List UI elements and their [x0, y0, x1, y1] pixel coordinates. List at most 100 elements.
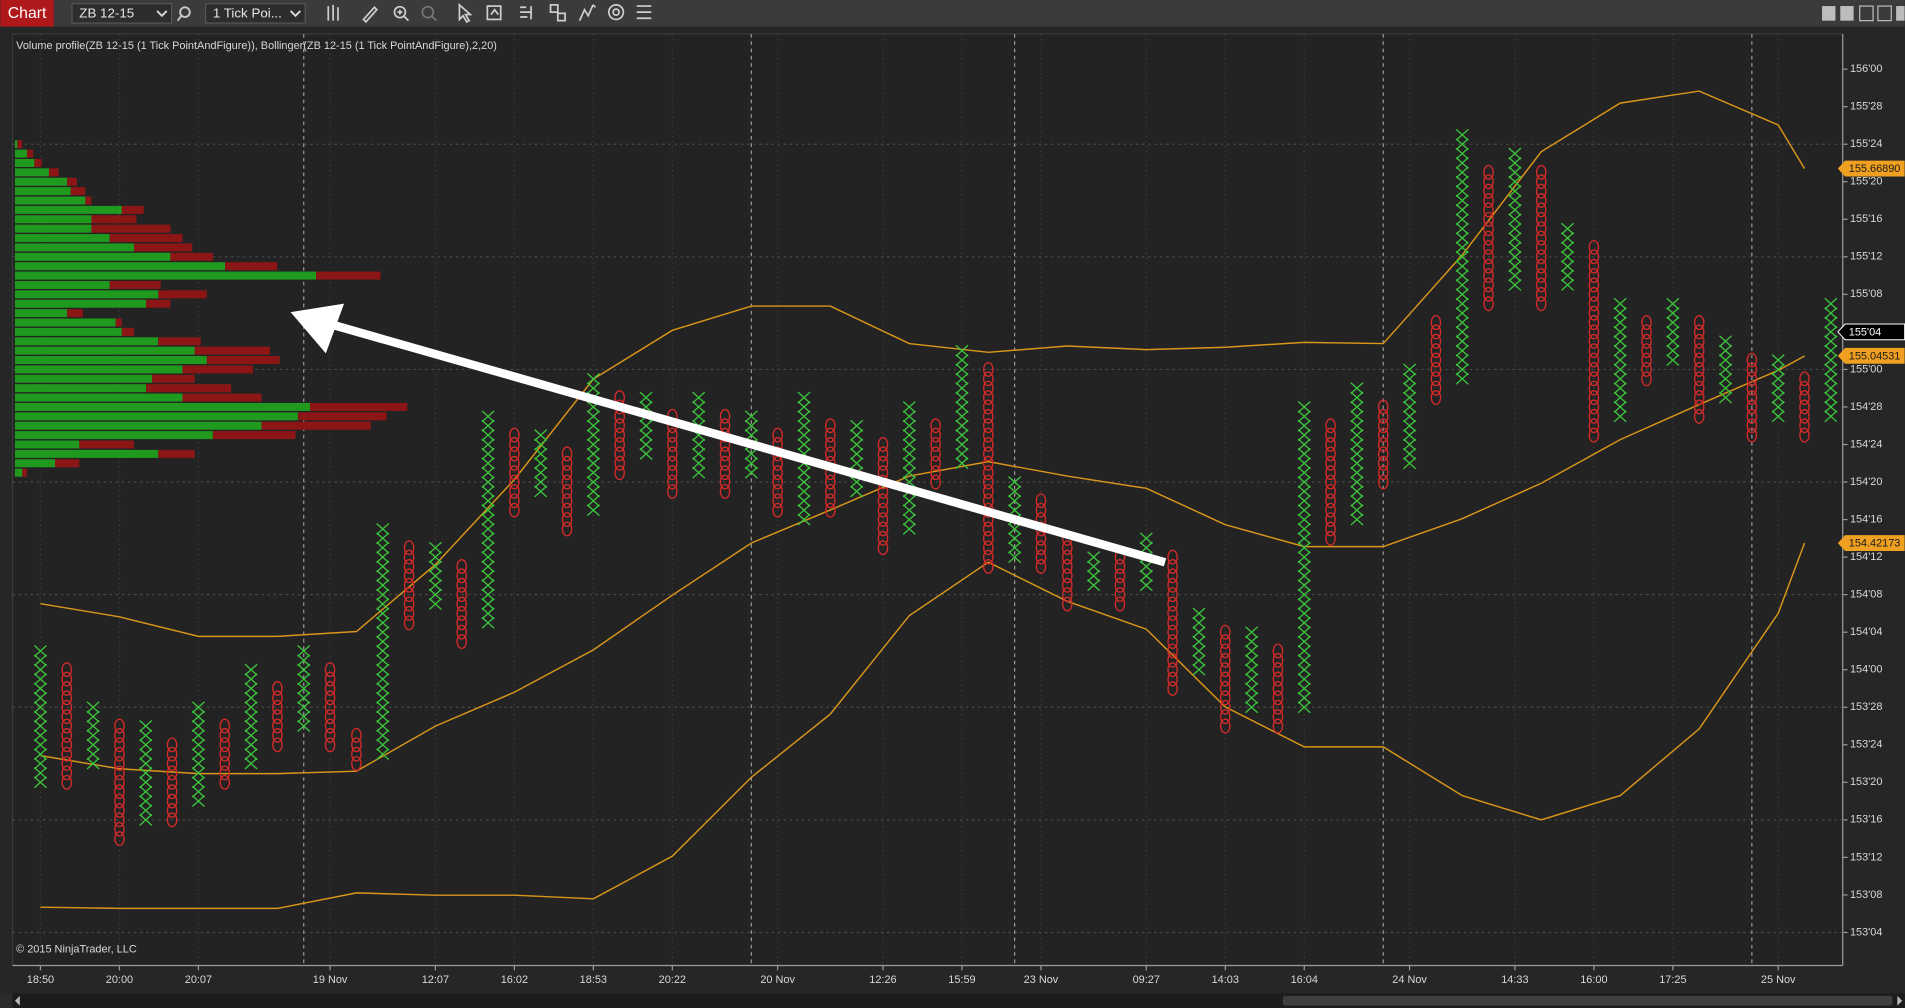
- volume-sell: [91, 224, 171, 233]
- pf-column: [1403, 363, 1417, 470]
- x-box: [1297, 616, 1311, 629]
- search-icon[interactable]: [179, 6, 191, 18]
- o-box: [219, 746, 231, 762]
- o-box: [166, 803, 178, 818]
- o-box: [456, 577, 467, 593]
- o-box: [930, 465, 941, 481]
- o-box: [219, 756, 231, 772]
- window-buttons[interactable]: [1822, 5, 1905, 22]
- o-box: [1272, 652, 1284, 668]
- x-box: [1192, 635, 1206, 648]
- x-box: [1297, 504, 1311, 517]
- band-lower: [40, 542, 1806, 910]
- o-box: [114, 765, 125, 781]
- x-box: [534, 447, 548, 460]
- o-box: [1483, 193, 1494, 208]
- x-box: [902, 457, 916, 470]
- x-box: [1719, 363, 1733, 376]
- x-box: [191, 710, 205, 723]
- volume-sell: [79, 440, 134, 449]
- o-box: [1035, 530, 1047, 546]
- o-box: [1325, 502, 1336, 518]
- x-box: [1824, 307, 1838, 320]
- o-box: [1588, 371, 1600, 387]
- o-box: [219, 727, 231, 743]
- x-box: [481, 598, 495, 610]
- pf-column: [1746, 352, 1758, 443]
- o-box: [1746, 408, 1758, 424]
- x-tick-label: 16:02: [501, 974, 528, 986]
- x-box: [850, 457, 864, 470]
- x-box: [1455, 250, 1469, 263]
- y-tick-label: 155'08: [1850, 288, 1882, 300]
- instrument-label: ZB 12-15: [79, 5, 134, 20]
- o-box: [61, 671, 73, 687]
- x-box: [481, 466, 495, 479]
- o-box: [1693, 371, 1705, 387]
- x-box: [139, 795, 153, 808]
- x-box: [244, 701, 258, 714]
- y-tick-label: 154'12: [1850, 551, 1882, 563]
- o-box: [772, 493, 783, 509]
- x-box: [1403, 419, 1417, 432]
- x-box: [1666, 307, 1680, 320]
- o-box: [1325, 493, 1336, 509]
- o-box: [166, 737, 178, 753]
- x-box: [297, 710, 311, 723]
- x-box: [1455, 279, 1469, 291]
- o-box: [1167, 671, 1178, 687]
- x-box: [376, 682, 390, 695]
- o-box: [1535, 174, 1547, 190]
- o-box: [1325, 437, 1336, 452]
- scrollbar-thumb[interactable]: [1282, 995, 1893, 1006]
- y-tick-label: 156'00: [1850, 63, 1882, 75]
- volume-sell: [70, 187, 86, 196]
- x-box: [1297, 598, 1311, 610]
- x-box: [376, 720, 390, 732]
- volume-buy: [14, 318, 116, 327]
- pf-column: [1087, 551, 1101, 592]
- tool-icons[interactable]: [327, 2, 652, 24]
- pf-column: [1666, 297, 1680, 367]
- indicator-label: Volume profile(ZB 12-15 (1 Tick PointAnd…: [16, 40, 497, 52]
- x-box: [1455, 157, 1469, 169]
- volume-buy: [14, 459, 56, 468]
- x-box: [1613, 307, 1627, 320]
- o-box: [1588, 239, 1600, 255]
- x-box: [955, 429, 969, 442]
- chart-tab[interactable]: [0, 0, 54, 27]
- x-box: [1297, 438, 1311, 451]
- x-box: [1297, 447, 1311, 460]
- o-box: [166, 812, 178, 828]
- volume-buy: [14, 140, 18, 149]
- x-box: [955, 410, 969, 423]
- o-box: [1799, 380, 1810, 396]
- o-box: [1325, 455, 1336, 471]
- x-box: [33, 691, 47, 704]
- o-box: [1693, 352, 1705, 368]
- x-box: [86, 710, 100, 723]
- x-tick-label: 20:07: [185, 974, 212, 986]
- x-box: [139, 729, 153, 742]
- x-box: [1508, 194, 1522, 207]
- x-box: [1403, 457, 1417, 470]
- x-box: [1508, 260, 1522, 273]
- o-box: [983, 427, 994, 443]
- x-box: [1613, 372, 1627, 385]
- x-box: [1455, 241, 1469, 254]
- o-box: [1377, 437, 1389, 452]
- o-box: [61, 681, 73, 696]
- o-box: [930, 474, 941, 490]
- o-box: [509, 437, 520, 452]
- x-box: [1824, 335, 1838, 348]
- period-select[interactable]: [205, 3, 306, 24]
- x-box: [1403, 391, 1417, 404]
- o-box: [614, 455, 625, 471]
- pf-column: [534, 429, 548, 498]
- axes: 156'00 155'28 155'24 155'20 155'16 155'12 155'…: [27, 63, 1905, 986]
- volume-sell: [55, 459, 80, 468]
- pf-column: [351, 727, 362, 772]
- x-box: [902, 466, 916, 479]
- instrument-select[interactable]: [71, 3, 173, 24]
- volume-buy: [14, 234, 110, 243]
